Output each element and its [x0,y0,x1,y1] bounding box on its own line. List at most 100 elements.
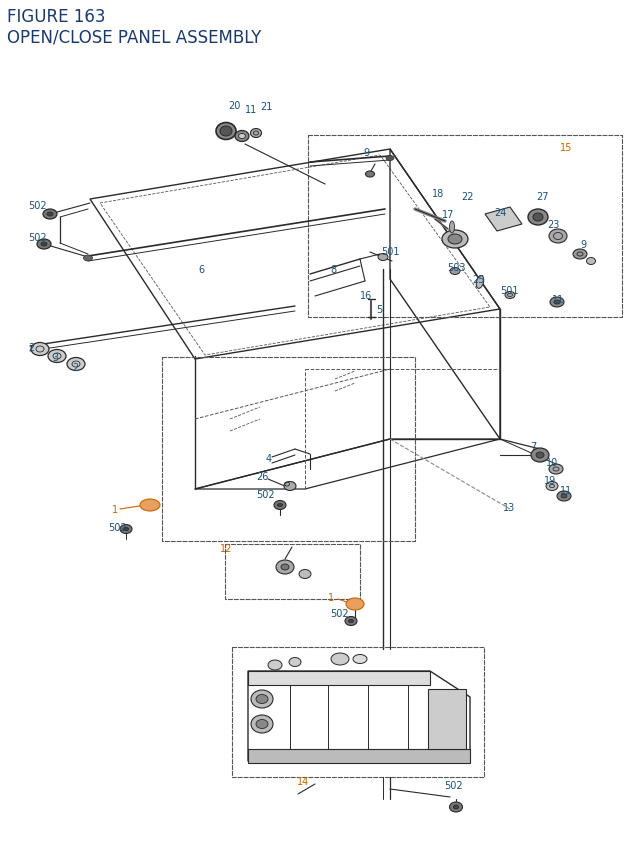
Text: 9: 9 [363,148,369,158]
Ellipse shape [256,695,268,703]
Ellipse shape [67,358,85,371]
Text: 502: 502 [330,608,349,618]
Ellipse shape [120,525,132,534]
Text: 4: 4 [266,454,272,463]
Text: 9: 9 [580,239,586,250]
Ellipse shape [554,300,560,305]
Text: OPEN/CLOSE PANEL ASSEMBLY: OPEN/CLOSE PANEL ASSEMBLY [7,28,261,46]
Text: 14: 14 [297,776,309,786]
Ellipse shape [278,504,282,507]
Ellipse shape [124,528,129,531]
Ellipse shape [256,720,268,728]
Bar [428,689,466,749]
Text: 502: 502 [28,201,47,211]
Ellipse shape [557,492,571,501]
Text: 501: 501 [381,247,399,257]
Text: 22: 22 [461,192,474,201]
Ellipse shape [442,231,468,249]
Ellipse shape [586,258,595,265]
Text: 11: 11 [245,105,257,115]
Ellipse shape [48,350,66,363]
Text: 501: 501 [500,286,518,295]
Text: 17: 17 [442,210,454,220]
Text: 2: 2 [72,362,78,373]
Ellipse shape [235,132,249,142]
Ellipse shape [216,123,236,140]
Text: 1: 1 [112,505,118,514]
Ellipse shape [528,210,548,226]
Ellipse shape [550,298,564,307]
Ellipse shape [450,268,460,276]
Ellipse shape [449,222,454,233]
Ellipse shape [345,616,357,626]
Ellipse shape [378,254,388,261]
Ellipse shape [353,654,367,664]
Text: 18: 18 [432,189,444,199]
Text: 24: 24 [494,208,506,218]
Text: 11: 11 [560,486,572,495]
Ellipse shape [331,653,349,666]
Text: 20: 20 [228,101,241,111]
Ellipse shape [31,343,49,356]
Text: 1: 1 [328,592,334,603]
Ellipse shape [140,499,160,511]
Text: 13: 13 [503,503,515,512]
Text: 16: 16 [360,291,372,300]
Ellipse shape [365,172,374,177]
Text: 502: 502 [28,232,47,243]
Ellipse shape [299,570,311,579]
Ellipse shape [43,210,57,220]
Ellipse shape [549,464,563,474]
Text: FIGURE 163: FIGURE 163 [7,8,106,26]
Bar [248,749,470,763]
Text: 8: 8 [330,264,336,275]
Ellipse shape [37,239,51,250]
Text: 5: 5 [376,305,382,314]
Ellipse shape [239,134,246,139]
Ellipse shape [549,230,567,244]
Ellipse shape [289,658,301,666]
Ellipse shape [573,250,587,260]
Text: 11: 11 [552,294,564,305]
Bar [248,672,430,685]
Ellipse shape [476,276,484,289]
Ellipse shape [449,802,463,812]
Ellipse shape [561,494,567,499]
Ellipse shape [536,453,544,458]
Ellipse shape [41,243,47,247]
Ellipse shape [276,561,294,574]
Ellipse shape [220,127,232,137]
Ellipse shape [546,482,558,491]
Text: 7: 7 [530,442,536,451]
Text: 19: 19 [544,475,556,486]
Text: 25: 25 [472,275,484,285]
Text: 27: 27 [536,192,548,201]
Text: 15: 15 [560,143,572,152]
Text: 21: 21 [260,102,273,112]
Ellipse shape [533,214,543,222]
Text: 502: 502 [256,489,275,499]
Text: 503: 503 [447,263,465,273]
Ellipse shape [274,501,286,510]
Ellipse shape [349,620,353,623]
Ellipse shape [531,449,549,462]
Text: 26: 26 [256,472,268,481]
Text: 502: 502 [444,780,463,790]
Polygon shape [485,208,522,232]
Ellipse shape [346,598,364,610]
Ellipse shape [284,482,296,491]
Ellipse shape [251,691,273,709]
Ellipse shape [505,292,515,299]
Text: 10: 10 [546,457,558,468]
Ellipse shape [281,564,289,570]
Ellipse shape [83,256,93,262]
Ellipse shape [448,235,462,245]
Text: 12: 12 [220,543,232,554]
Text: 23: 23 [547,220,559,230]
Text: 6: 6 [198,264,204,275]
Ellipse shape [251,715,273,734]
Text: 3: 3 [52,353,58,362]
Text: 502: 502 [108,523,127,532]
Ellipse shape [47,213,53,217]
Ellipse shape [454,805,458,809]
